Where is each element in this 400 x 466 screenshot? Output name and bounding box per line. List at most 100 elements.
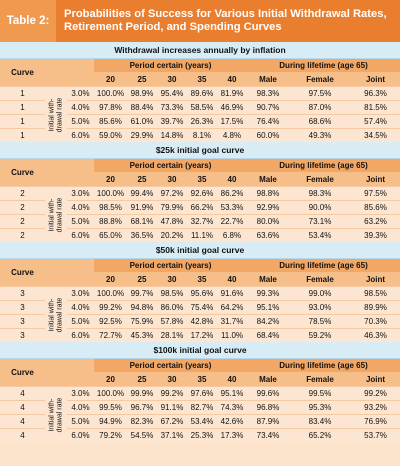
column-header-row: 20 25 30 35 40 Male Female Joint: [0, 172, 400, 187]
lifetime-value: 59.2%: [289, 328, 351, 342]
period-value: 28.1%: [157, 328, 187, 342]
period-value: 57.8%: [157, 314, 187, 329]
curve-number: 2: [0, 186, 45, 201]
period-value: 31.7%: [217, 314, 247, 329]
curve-number: 2: [0, 214, 45, 229]
lifetime-value: 92.9%: [247, 200, 289, 215]
period-value: 79.2%: [94, 428, 127, 442]
lifetime-column-header: Male: [247, 372, 289, 387]
year-column-header: 20: [94, 72, 127, 87]
year-column-header: 30: [157, 272, 187, 287]
year-column-header: 40: [217, 172, 247, 187]
lifetime-value: 99.2%: [351, 386, 400, 401]
period-value: 66.2%: [187, 200, 217, 215]
lifetime-value: 96.8%: [247, 400, 289, 415]
period-value: 99.7%: [127, 286, 157, 301]
period-value: 72.7%: [94, 328, 127, 342]
table-row: 2 5.0% 88.8% 68.1% 47.8% 32.7% 22.7% 80.0% 73.1%…: [0, 214, 400, 229]
lifetime-column-header: Male: [247, 172, 289, 187]
lifetime-column-header: Joint: [351, 272, 400, 287]
lifetime-value: 78.5%: [289, 314, 351, 329]
lifetime-column-header: Female: [289, 172, 351, 187]
period-value: 81.9%: [217, 86, 247, 101]
period-value: 100.0%: [94, 286, 127, 301]
period-value: 79.9%: [157, 200, 187, 215]
blank-header-cell: [45, 58, 94, 72]
period-value: 95.1%: [217, 386, 247, 401]
blank-header-cell: [45, 358, 94, 372]
period-value: 94.9%: [94, 414, 127, 429]
period-value: 95.6%: [187, 286, 217, 301]
period-value: 61.0%: [127, 114, 157, 129]
withdrawal-rate: 5.0%: [67, 314, 94, 329]
year-column-header: 25: [127, 372, 157, 387]
year-column-header: 25: [127, 172, 157, 187]
period-value: 86.0%: [157, 300, 187, 315]
period-value: 6.8%: [217, 228, 247, 242]
lifetime-value: 97.5%: [351, 186, 400, 201]
period-value: 25.3%: [187, 428, 217, 442]
withdrawal-rate: 3.0%: [67, 286, 94, 301]
period-value: 14.8%: [157, 128, 187, 142]
lifetime-value: 98.3%: [247, 86, 289, 101]
period-value: 39.7%: [157, 114, 187, 129]
year-column-header: 20: [94, 272, 127, 287]
lifetime-column-header: Joint: [351, 172, 400, 187]
column-header-row: 20 25 30 35 40 Male Female Joint: [0, 372, 400, 387]
table-row: 4 6.0% 79.2% 54.5% 37.1% 25.3% 17.3% 73.4% 65.2%…: [0, 428, 400, 442]
period-value: 8.1%: [187, 128, 217, 142]
lifetime-value: 39.3%: [351, 228, 400, 242]
period-value: 75.4%: [187, 300, 217, 315]
withdrawal-rate: 3.0%: [67, 386, 94, 401]
curve-number: 1: [0, 114, 45, 129]
lifetime-value: 80.0%: [247, 214, 289, 229]
lifetime-value: 97.5%: [289, 86, 351, 101]
lifetime-value: 87.0%: [289, 100, 351, 115]
lifetime-value: 68.4%: [247, 328, 289, 342]
withdrawal-rate: 6.0%: [67, 328, 94, 342]
period-value: 82.3%: [127, 414, 157, 429]
withdrawal-rate: 6.0%: [67, 428, 94, 442]
period-value: 98.9%: [127, 86, 157, 101]
lifetime-header: During lifetime (age 65): [247, 58, 400, 72]
lifetime-value: 53.7%: [351, 428, 400, 442]
period-value: 68.1%: [127, 214, 157, 229]
curve-number: 1: [0, 100, 45, 115]
blank-header-cell: [45, 272, 94, 287]
period-value: 54.5%: [127, 428, 157, 442]
lifetime-value: 73.4%: [247, 428, 289, 442]
lifetime-value: 98.3%: [289, 186, 351, 201]
period-value: 97.8%: [94, 100, 127, 115]
initial-withdrawal-rate-label: Initial with- drawal rate: [48, 397, 64, 432]
lifetime-value: 99.5%: [289, 386, 351, 401]
year-column-header: 25: [127, 72, 157, 87]
lifetime-value: 89.9%: [351, 300, 400, 315]
lifetime-value: 96.3%: [351, 86, 400, 101]
table-row: 1 5.0% 85.6% 61.0% 39.7% 26.3% 17.5% 76.4% 68.6%…: [0, 114, 400, 129]
period-value: 42.6%: [217, 414, 247, 429]
period-certain-header: Period certain (years): [94, 58, 247, 72]
period-value: 100.0%: [94, 386, 127, 401]
curve-number: 1: [0, 86, 45, 101]
year-column-header: 20: [94, 172, 127, 187]
period-value: 88.8%: [94, 214, 127, 229]
period-value: 98.5%: [94, 200, 127, 215]
section-title: $25k initial goal curve: [0, 142, 400, 159]
period-value: 4.8%: [217, 128, 247, 142]
period-value: 47.8%: [157, 214, 187, 229]
table-row: 2 6.0% 65.0% 36.5% 20.2% 11.1% 6.8% 63.6% 53.4% 3…: [0, 228, 400, 242]
period-value: 46.9%: [217, 100, 247, 115]
period-value: 73.3%: [157, 100, 187, 115]
curve-number: 3: [0, 328, 45, 342]
lifetime-column-header: Male: [247, 72, 289, 87]
lifetime-value: 63.6%: [247, 228, 289, 242]
table-row: 2 Initial with- drawal rate 3.0% 100.0% 99.4…: [0, 186, 400, 242]
section-title-row: Withdrawal increases annually by inflati…: [0, 42, 400, 59]
period-value: 26.3%: [187, 114, 217, 129]
lifetime-value: 46.3%: [351, 328, 400, 342]
withdrawal-rate: 5.0%: [67, 214, 94, 229]
lifetime-value: 53.4%: [289, 228, 351, 242]
section-title: Withdrawal increases annually by inflati…: [0, 42, 400, 59]
lifetime-value: 73.1%: [289, 214, 351, 229]
withdrawal-rate: 6.0%: [67, 228, 94, 242]
